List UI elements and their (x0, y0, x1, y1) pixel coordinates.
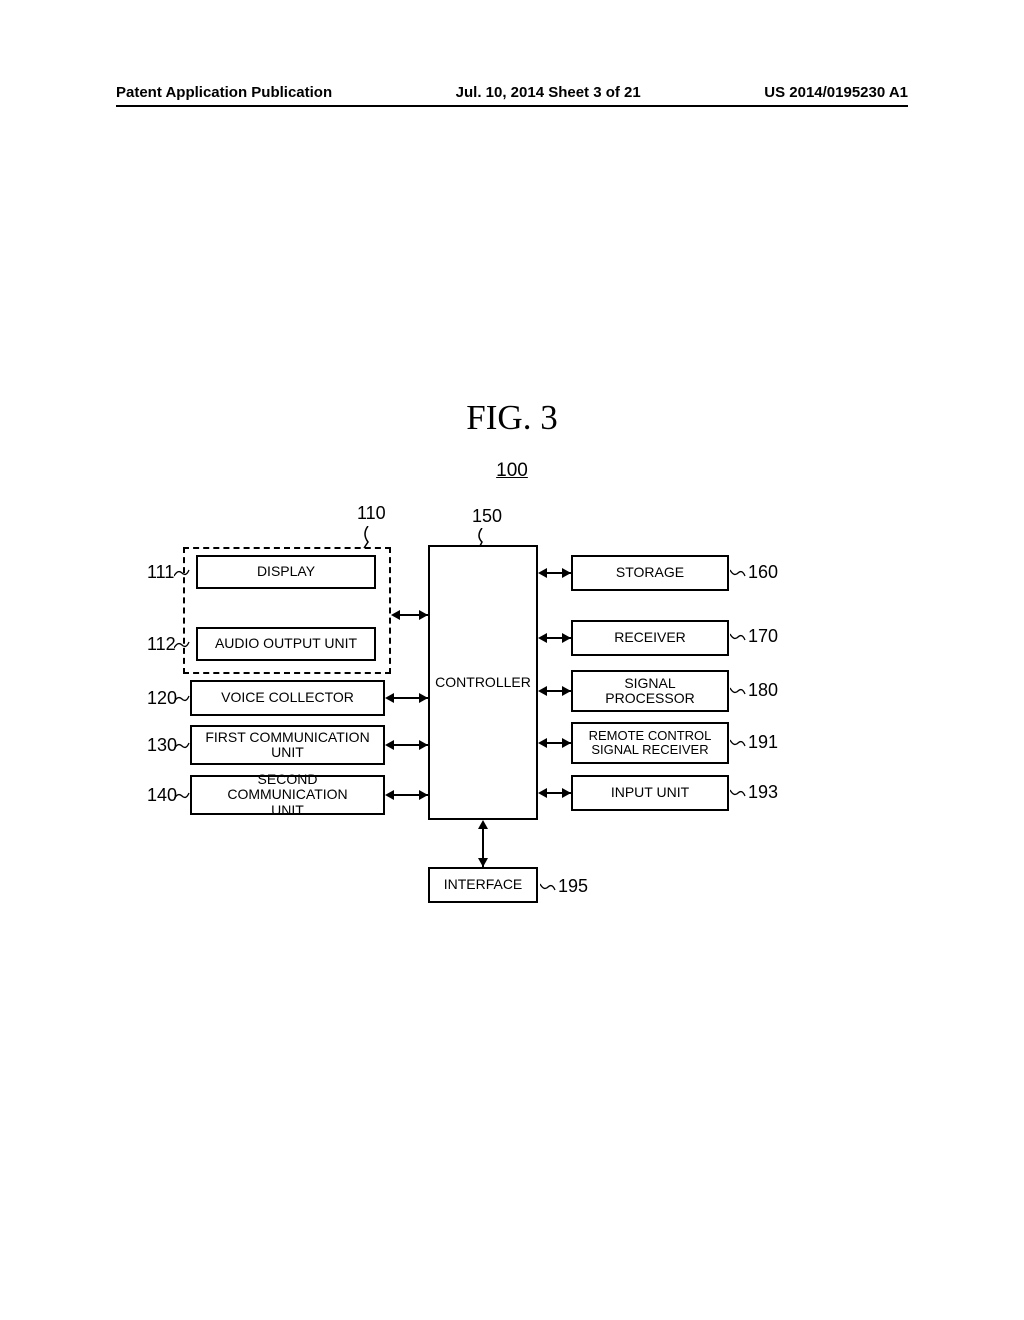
header-right: US 2014/0195230 A1 (764, 84, 908, 101)
voice-box: VOICE COLLECTOR (190, 680, 385, 716)
remote-box: REMOTE CONTROL SIGNAL RECEIVER (571, 722, 729, 764)
conn-comm1-ar (419, 740, 428, 750)
conn-comm1-al (385, 740, 394, 750)
ref-170: 170 (748, 626, 778, 647)
signal-box: SIGNAL PROCESSOR (571, 670, 729, 712)
ref-112: 112 (147, 634, 176, 655)
ref-193: 193 (748, 782, 778, 803)
figure-top-ref: 100 (0, 460, 1024, 482)
conn-voice-al (385, 693, 394, 703)
conn-receiver-ar (562, 633, 571, 643)
conn-receiver-al (538, 633, 547, 643)
ref-110: 110 (357, 503, 386, 524)
tilde-170 (730, 630, 746, 644)
conn-110-al (391, 610, 400, 620)
controller-label: CONTROLLER (435, 675, 531, 690)
comm2-label: SECOND COMMUNICATION UNIT (196, 772, 379, 818)
conn-input-al (538, 788, 547, 798)
storage-box: STORAGE (571, 555, 729, 591)
conn-signal-al (538, 686, 547, 696)
header-center: Jul. 10, 2014 Sheet 3 of 21 (456, 84, 641, 101)
comm2-box: SECOND COMMUNICATION UNIT (190, 775, 385, 815)
interface-box: INTERFACE (428, 867, 538, 903)
tilde-180 (730, 684, 746, 698)
controller-box: CONTROLLER (428, 545, 538, 820)
tilde-195 (540, 880, 556, 894)
ref-140: 140 (147, 785, 177, 806)
conn-storage-ar (562, 568, 571, 578)
voice-label: VOICE COLLECTOR (221, 690, 354, 705)
conn-remote-ar (562, 738, 571, 748)
conn-input-ar (562, 788, 571, 798)
conn-comm2-al (385, 790, 394, 800)
tilde-191 (730, 736, 746, 750)
ref-120: 120 (147, 688, 177, 709)
ref-195: 195 (558, 876, 588, 897)
conn-signal-ar (562, 686, 571, 696)
ref-150: 150 (472, 506, 502, 527)
tilde-130 (174, 739, 190, 753)
conn-voice-ar (419, 693, 428, 703)
tilde-120 (174, 692, 190, 706)
audio-label: AUDIO OUTPUT UNIT (215, 636, 357, 651)
tilde-193 (730, 786, 746, 800)
conn-interface-au (478, 820, 488, 829)
tilde-160 (730, 566, 746, 580)
conn-remote-al (538, 738, 547, 748)
signal-label: SIGNAL PROCESSOR (605, 676, 694, 707)
page: Patent Application Publication Jul. 10, … (0, 0, 1024, 1320)
conn-interface-ad (478, 858, 488, 867)
display-label: DISPLAY (257, 564, 315, 579)
ref-160: 160 (748, 562, 778, 583)
input-label: INPUT UNIT (611, 785, 689, 800)
header-left: Patent Application Publication (116, 84, 332, 101)
conn-comm2-ar (419, 790, 428, 800)
conn-110-ar (419, 610, 428, 620)
page-header: Patent Application Publication Jul. 10, … (116, 84, 908, 107)
receiver-label: RECEIVER (614, 630, 686, 645)
ref-191: 191 (748, 732, 778, 753)
display-box: DISPLAY (196, 555, 376, 589)
remote-label: REMOTE CONTROL SIGNAL RECEIVER (589, 729, 712, 758)
ref-130: 130 (147, 735, 177, 756)
interface-label: INTERFACE (444, 877, 523, 892)
storage-label: STORAGE (616, 565, 684, 580)
tilde-112 (174, 638, 190, 652)
input-box: INPUT UNIT (571, 775, 729, 811)
ref-180: 180 (748, 680, 778, 701)
conn-storage-al (538, 568, 547, 578)
audio-box: AUDIO OUTPUT UNIT (196, 627, 376, 661)
comm1-box: FIRST COMMUNICATION UNIT (190, 725, 385, 765)
tilde-140 (174, 789, 190, 803)
tilde-111 (174, 566, 190, 580)
ref-111: 111 (147, 562, 174, 583)
receiver-box: RECEIVER (571, 620, 729, 656)
comm1-label: FIRST COMMUNICATION UNIT (205, 730, 369, 761)
figure-title: FIG. 3 (0, 398, 1024, 438)
